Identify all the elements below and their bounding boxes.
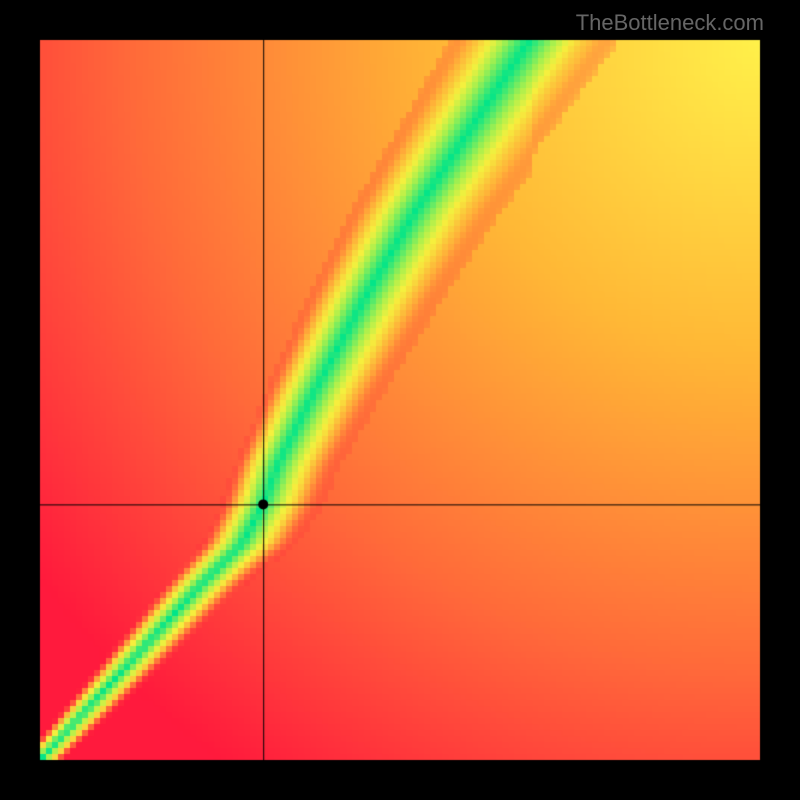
watermark-text: TheBottleneck.com: [576, 10, 764, 36]
chart-container: { "canvas": { "width": 800, "height": 80…: [0, 0, 800, 800]
bottleneck-heatmap: [0, 0, 800, 800]
